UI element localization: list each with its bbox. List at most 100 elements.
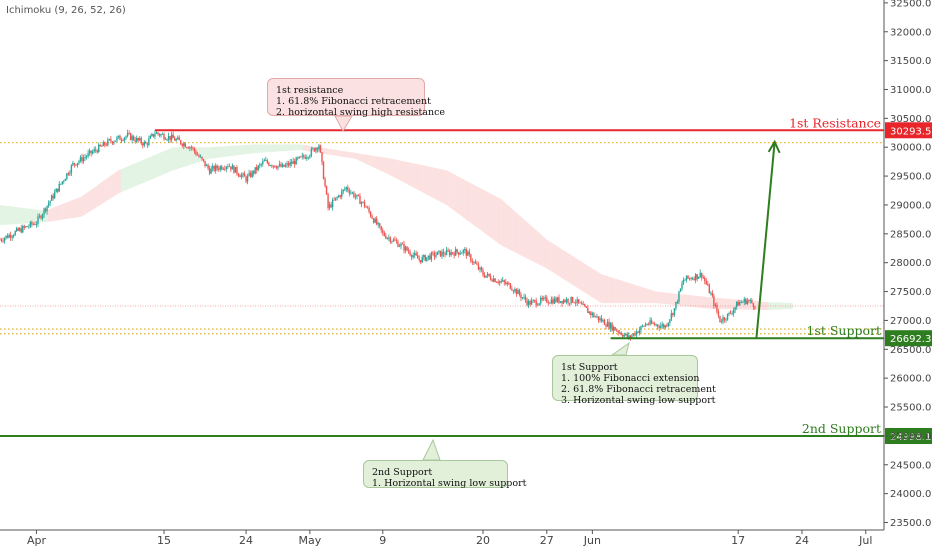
candle-body <box>549 302 551 304</box>
candle-body <box>216 165 218 169</box>
candle-body <box>11 236 13 238</box>
cloud-segment <box>84 193 87 216</box>
candle-body <box>295 157 297 165</box>
candle-body <box>731 313 733 315</box>
candle-body <box>5 235 7 239</box>
candle-body <box>707 284 709 286</box>
candle-body <box>517 290 519 295</box>
candle-body <box>26 226 29 228</box>
candle-body <box>31 222 33 225</box>
candle-body <box>301 155 303 157</box>
cloud-segment <box>159 152 162 177</box>
candle-body <box>316 147 319 150</box>
cloud-segment <box>549 241 552 272</box>
cloud-segment <box>462 178 465 219</box>
cloud-segment <box>13 206 16 225</box>
cloud-segment <box>250 144 253 154</box>
candle-body <box>628 335 630 338</box>
cloud-segment <box>587 265 591 296</box>
cloud-segment <box>252 144 256 154</box>
candle-body <box>14 231 16 236</box>
y-tick-label: 23500.0 <box>890 518 931 529</box>
cloud-segment <box>603 274 607 304</box>
y-tick-label: 30500.0 <box>890 114 931 125</box>
resistance-callout[interactable]: 1st resistance 1. 61.8% Fibonacci retrac… <box>267 78 445 118</box>
support2-callout[interactable]: 2nd Support 1. Horizontal swing low supp… <box>363 460 526 489</box>
candle-body <box>128 132 130 134</box>
cloud-segment <box>480 188 484 232</box>
candle-body <box>341 191 343 197</box>
cloud-segment <box>492 194 495 241</box>
candle-body <box>132 136 135 141</box>
candle-body <box>590 311 592 316</box>
candle-body <box>467 251 469 256</box>
candle-body <box>110 139 112 142</box>
candle-body <box>564 300 566 302</box>
candle-body <box>40 215 42 219</box>
candle-body <box>102 142 104 147</box>
candle-body <box>432 252 434 254</box>
cloud-segment <box>325 148 329 155</box>
candle-body <box>641 325 644 327</box>
cloud-segment <box>341 150 345 157</box>
cloud-segment <box>708 297 711 309</box>
cloud-segment <box>268 144 272 153</box>
cloud-segment <box>255 144 258 153</box>
cloud-segment <box>521 217 525 257</box>
cloud-segment <box>692 295 695 308</box>
candle-body <box>511 288 513 291</box>
cloud-segment <box>68 200 71 219</box>
cloud-segment <box>129 164 133 189</box>
cloud-segment <box>353 152 356 159</box>
candle-body <box>606 321 609 327</box>
candle-body <box>558 297 560 303</box>
candle-body <box>723 317 726 320</box>
candle-body <box>35 223 38 225</box>
cloud-segment <box>688 294 691 307</box>
candle-body <box>482 270 484 276</box>
cloud-segment <box>599 272 602 304</box>
candle-body <box>139 138 141 141</box>
resistance-callout-line1: 1. 61.8% Fibonacci retracement <box>276 96 431 107</box>
candle-body <box>360 202 363 204</box>
candle-body <box>152 133 155 137</box>
cloud-segment <box>426 165 429 196</box>
y-tick-label: 27500.0 <box>890 287 931 298</box>
candle-body <box>292 160 294 164</box>
candle-body <box>594 316 597 318</box>
candle-body <box>137 137 139 141</box>
candle-body <box>225 166 228 169</box>
cloud-segment <box>143 158 146 183</box>
y-tick-label: 29500.0 <box>890 172 931 183</box>
support1-callout[interactable]: 1st Support 1. 100% Fibonacci extension … <box>552 355 716 406</box>
cloud-segment <box>79 196 83 217</box>
cloud-segment <box>505 203 509 249</box>
candle-body <box>145 141 147 144</box>
candle-body <box>363 201 366 207</box>
candle-body <box>509 283 512 289</box>
candle-body <box>192 147 194 149</box>
indicator-label[interactable]: Ichimoku (9, 26, 52, 26) <box>6 5 126 16</box>
cloud-segment <box>574 256 577 288</box>
candle-body <box>177 137 179 140</box>
cloud-segment <box>448 171 452 209</box>
cloud-segment <box>578 259 581 291</box>
cloud-segment <box>95 184 98 208</box>
cloud-segment <box>530 225 534 262</box>
cloud-segment <box>225 146 228 157</box>
cloud-segment <box>125 166 128 191</box>
candle-body <box>46 205 48 212</box>
cloud-segment <box>173 147 176 171</box>
candle-body <box>416 255 419 259</box>
candle-body <box>398 246 401 247</box>
candle-body <box>142 143 144 146</box>
candle-body <box>461 252 463 254</box>
candle-body <box>713 296 715 306</box>
cloud-segment <box>407 162 411 186</box>
cloud-segment <box>328 148 331 155</box>
candle-body <box>356 194 358 197</box>
cloud-segment <box>596 271 600 302</box>
candle-body <box>561 300 563 304</box>
candle-body <box>196 154 199 156</box>
